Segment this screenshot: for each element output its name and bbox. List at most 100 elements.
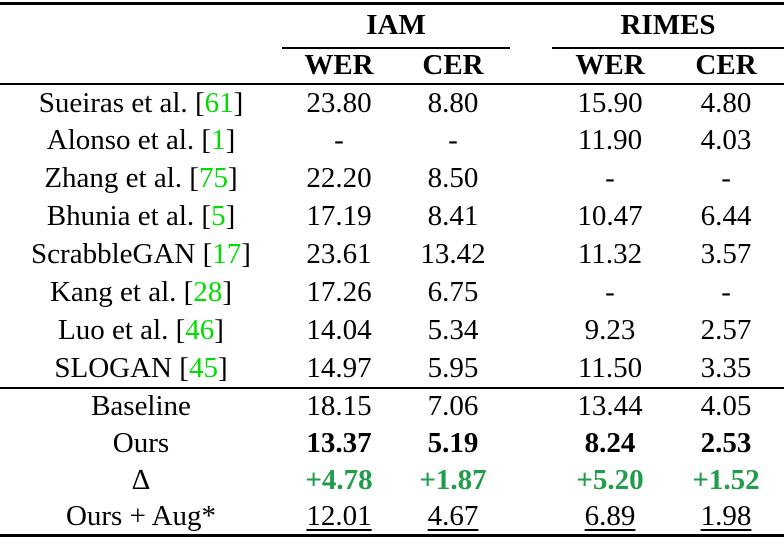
citation-open-bracket: [: [194, 86, 205, 119]
citation-close-bracket: ]: [217, 351, 228, 384]
value-cell: 3.35: [700, 351, 752, 384]
citation-close-bracket: ]: [225, 124, 236, 156]
column-gap: [510, 388, 552, 425]
table-row: Zhang et al. [75] 22.20 8.50 - -: [0, 160, 784, 198]
value-cell: 2.57: [700, 314, 752, 346]
method-cell: Ours + Aug*: [0, 499, 282, 536]
value-cell: 11.32: [577, 238, 643, 270]
method-cell: Zhang et al. [75]: [0, 160, 282, 198]
header-metric-row: WER CER WER CER: [0, 48, 784, 84]
method-cell: ScrabbleGAN [17]: [0, 236, 282, 274]
value-cell: 15.90: [577, 86, 643, 119]
header-rimes-cer: CER: [695, 49, 757, 81]
value-cell: 4.03: [700, 124, 752, 156]
method-cell: ∆: [0, 462, 282, 499]
value-cell: 5.34: [427, 314, 479, 346]
comparison-methods-section: Sueiras et al. [61] 23.80 8.80 15.90 4.80 Alo…: [0, 84, 784, 388]
citation-link[interactable]: 75: [198, 162, 228, 194]
value-cell: +4.78: [305, 463, 373, 496]
citation-close-bracket: ]: [241, 238, 251, 270]
header-group-rimes: RIMES: [552, 3, 784, 49]
citation-link[interactable]: 28: [193, 276, 223, 308]
header-rimes-wer: WER: [575, 49, 645, 81]
value-cell: -: [721, 276, 731, 308]
column-gap: [510, 312, 552, 350]
value-cell: 4.05: [700, 390, 752, 422]
ours-results-section: Baseline 18.15 7.06 13.44 4.05 Ours 13.37 5.19 8…: [0, 388, 784, 536]
header-iam-cer: CER: [422, 49, 484, 81]
value-cell: 4.80: [700, 86, 752, 119]
value-cell: 5.95: [427, 351, 479, 384]
value-cell: +1.87: [419, 463, 487, 496]
citation-open-bracket: [: [175, 314, 186, 346]
column-gap: [510, 122, 552, 160]
citation-link[interactable]: 45: [188, 351, 218, 384]
value-cell: 13.37: [306, 426, 372, 459]
citation-link[interactable]: 17: [212, 238, 242, 270]
value-cell: 6.89: [584, 499, 636, 532]
method-label: Bhunia et al.: [46, 200, 195, 232]
column-gap: [510, 84, 552, 122]
value-cell: +1.52: [692, 463, 760, 496]
value-cell: 13.44: [577, 390, 643, 422]
method-label: Alonso et al.: [46, 124, 195, 156]
method-label: Sueiras et al.: [38, 86, 188, 119]
value-cell: 4.67: [427, 499, 479, 532]
method-cell: SLOGAN [45]: [0, 350, 282, 388]
method-cell: Alonso et al. [1]: [0, 122, 282, 160]
citation-open-bracket: [: [179, 351, 189, 384]
method-label: Ours: [112, 426, 170, 459]
method-label: ∆: [132, 463, 150, 496]
citation-link[interactable]: 1: [211, 124, 226, 156]
citation-link[interactable]: 5: [211, 200, 226, 232]
table-header: IAM RIMES WER CER WER CER: [0, 3, 784, 84]
method-label: Kang et al.: [49, 276, 177, 308]
value-cell: 14.04: [306, 314, 372, 346]
value-cell: 23.61: [306, 238, 372, 270]
value-cell: 6.44: [700, 200, 752, 232]
column-gap: [510, 198, 552, 236]
value-cell: 18.15: [306, 390, 372, 422]
citation-close-bracket: ]: [227, 162, 238, 194]
method-cell: Bhunia et al. [5]: [0, 198, 282, 236]
value-cell: 3.57: [700, 238, 752, 270]
table-row: ScrabbleGAN [17] 23.61 13.42 11.32 3.57: [0, 236, 784, 274]
method-column-header-empty: [0, 4, 282, 48]
value-cell: 2.53: [700, 426, 752, 459]
column-gap: [510, 425, 552, 462]
method-cell: Baseline: [0, 388, 282, 425]
citation-link[interactable]: 46: [185, 314, 215, 346]
column-gap: [510, 462, 552, 499]
value-cell: 8.24: [584, 426, 636, 459]
value-cell: 14.97: [306, 351, 372, 384]
method-cell: Luo et al. [46]: [0, 312, 282, 350]
table-row: SLOGAN [45] 14.97 5.95 11.50 3.35: [0, 350, 784, 388]
citation-open-bracket: [: [183, 276, 194, 308]
value-cell: 12.01: [306, 499, 372, 532]
column-gap: [510, 499, 552, 536]
method-label: Luo et al.: [58, 314, 169, 346]
citation-link[interactable]: 61: [204, 86, 234, 119]
column-gap: [510, 236, 552, 274]
value-cell: 11.50: [577, 351, 643, 384]
value-cell: -: [721, 162, 731, 194]
method-label: ScrabbleGAN: [31, 238, 196, 270]
column-gap: [510, 350, 552, 388]
value-cell: -: [334, 124, 344, 156]
method-cell: Sueiras et al. [61]: [0, 84, 282, 122]
citation-close-bracket: ]: [225, 200, 236, 232]
citation-open-bracket: [: [201, 124, 212, 156]
column-gap: [510, 48, 552, 84]
method-label: Ours + Aug*: [65, 499, 217, 532]
value-cell: 7.06: [427, 390, 479, 422]
value-cell: 6.75: [427, 276, 479, 308]
value-cell: 8.80: [427, 86, 479, 119]
value-cell: 22.20: [306, 162, 372, 194]
value-cell: 10.47: [577, 200, 643, 232]
column-gap: [510, 160, 552, 198]
citation-close-bracket: ]: [222, 276, 232, 308]
citation-close-bracket: ]: [214, 314, 224, 346]
value-cell: -: [605, 162, 615, 194]
